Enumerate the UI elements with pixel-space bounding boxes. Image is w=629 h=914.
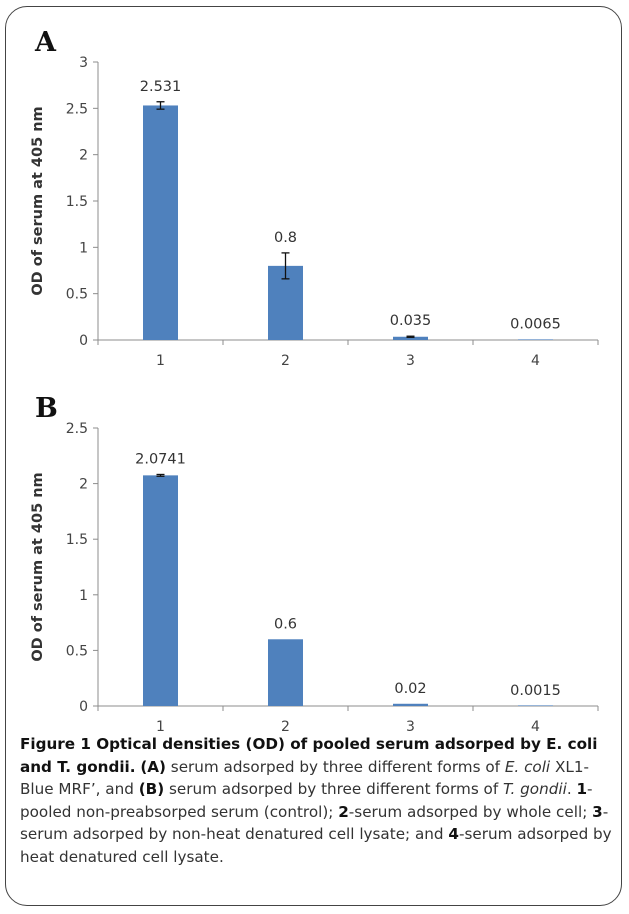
x-tick-label-b-3: 3 (406, 719, 415, 735)
bar-a-1 (143, 105, 178, 340)
x-tick-label-a-3: 3 (406, 353, 415, 369)
caption-item-4-text: -serum adsorped by heat denatured cell l… (20, 825, 612, 866)
x-tick-label-b-4: 4 (531, 719, 540, 735)
x-tick-label-a-4: 4 (531, 353, 540, 369)
bar-b-1 (143, 475, 178, 706)
y-tick-label-b-0: 0 (79, 699, 88, 715)
y-tick-label-a-3: 1.5 (66, 194, 88, 210)
bar-a-3 (393, 336, 428, 340)
caption-label-a: (A) (140, 757, 166, 776)
caption-label-b: (B) (138, 780, 165, 798)
data-label-b-3: 0.02 (394, 681, 426, 697)
data-label-b-1: 2.0741 (135, 451, 186, 467)
caption-text-b2: . (566, 780, 577, 798)
y-axis-title-b: OD of serum at 405 nm (30, 472, 46, 661)
caption-title: Figure 1 Optical densities (OD) of poole… (20, 735, 598, 776)
data-label-a-1: 2.531 (140, 79, 182, 95)
figure-frame (5, 6, 622, 906)
caption-item-3-text: -serum adsorped by non-heat denatured ce… (20, 802, 609, 844)
data-label-b-2: 0.6 (274, 616, 297, 632)
y-tick-label-b-3: 1.5 (66, 532, 88, 548)
data-label-b-4: 0.0015 (510, 683, 561, 699)
bar-b-4 (518, 705, 553, 706)
caption-text-a1: serum adsorped by three different forms … (165, 757, 505, 776)
caption-item-2-text: -serum adsorped by whole cell; (348, 802, 593, 821)
x-tick-label-a-2: 2 (281, 353, 290, 369)
caption-item-1-num: 1 (576, 780, 588, 798)
x-tick-label-b-2: 2 (281, 719, 290, 735)
data-label-a-4: 0.0065 (510, 316, 561, 332)
caption-organism-b: T. gondii (503, 780, 567, 798)
y-tick-label-a-4: 2 (79, 148, 88, 164)
caption-item-1-text: -pooled non-preabsorped serum (control); (20, 780, 593, 821)
y-tick-label-a-5: 2.5 (66, 101, 88, 117)
bar-a-4 (518, 339, 553, 340)
bar-b-3 (393, 703, 428, 706)
y-tick-label-a-6: 3 (79, 55, 88, 71)
caption-item-2-num: 2 (338, 802, 349, 821)
caption-text-b1: serum adsorped by three different forms … (164, 780, 504, 798)
panel-label-b: B (35, 393, 58, 424)
caption-item-4-num: 4 (448, 825, 459, 843)
panel-label-a: A (35, 27, 56, 58)
y-tick-label-a-1: 0.5 (66, 287, 88, 303)
data-label-a-2: 0.8 (274, 230, 297, 246)
bar-b-2 (268, 639, 303, 706)
x-tick-label-a-1: 1 (156, 353, 165, 369)
y-tick-label-b-1: 0.5 (66, 643, 88, 659)
y-tick-label-b-4: 2 (79, 477, 88, 493)
caption-organism-a: E. coli (504, 757, 551, 776)
x-tick-label-b-1: 1 (156, 719, 165, 735)
y-tick-label-a-0: 0 (79, 333, 88, 349)
caption-item-3-num: 3 (592, 802, 603, 821)
y-axis-title-a: OD of serum at 405 nm (30, 106, 46, 295)
y-tick-label-a-2: 1 (79, 240, 88, 256)
y-tick-label-b-5: 2.5 (66, 421, 88, 437)
y-tick-label-b-2: 1 (79, 588, 88, 604)
figure-caption: Figure 1 Optical densities (OD) of poole… (20, 733, 612, 868)
data-label-a-3: 0.035 (390, 313, 432, 329)
caption-text-a2: XL1-Blue MRF’, and (20, 757, 589, 799)
